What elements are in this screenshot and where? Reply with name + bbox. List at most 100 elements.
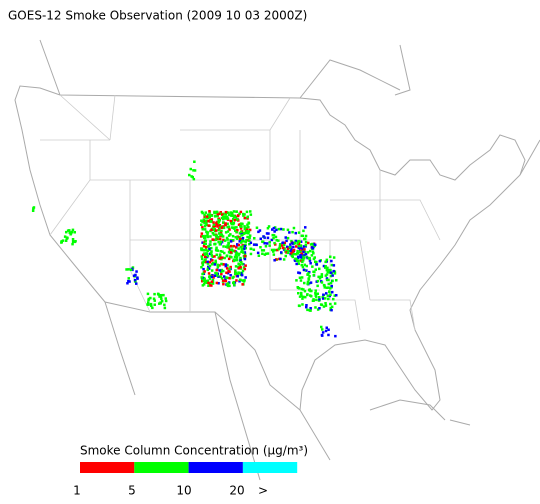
smoke-pixel [246, 215, 249, 218]
smoke-pixel [164, 299, 168, 303]
smoke-pixel [246, 235, 249, 239]
smoke-pixel [212, 221, 215, 224]
smoke-pixel [211, 278, 215, 282]
smoke-pixel [203, 270, 206, 273]
smoke-pixel [214, 214, 218, 218]
smoke-pixel [297, 259, 300, 263]
smoke-pixel [204, 211, 207, 214]
smoke-pixel [245, 239, 248, 242]
smoke-pixel [283, 241, 286, 245]
smoke-pixel [233, 259, 236, 262]
smoke-pixel [307, 278, 311, 281]
smoke-pixel [229, 219, 232, 223]
smoke-pixel [327, 269, 330, 272]
smoke-pixel [193, 169, 197, 172]
smoke-pixel [217, 232, 221, 235]
smoke-pixel [204, 234, 207, 238]
smoke-pixel [316, 284, 319, 288]
smoke-pixel [208, 213, 212, 217]
smoke-pixel [291, 255, 294, 259]
smoke-pixel [207, 272, 211, 275]
smoke-pixel [265, 232, 269, 235]
smoke-pixel [215, 222, 218, 226]
smoke-pixel [304, 237, 307, 241]
smoke-pixel [324, 329, 328, 333]
smoke-pixel [147, 298, 150, 302]
smoke-pixel [71, 238, 75, 241]
smoke-pixel [324, 304, 328, 307]
smoke-pixel [330, 284, 333, 288]
smoke-pixel [311, 247, 315, 250]
smoke-pixel [240, 241, 243, 244]
smoke-pixel [326, 294, 330, 297]
smoke-pixel [285, 249, 289, 253]
smoke-pixel [248, 239, 251, 243]
smoke-pixel [216, 263, 219, 267]
smoke-pixel [292, 252, 295, 256]
smoke-pixel [241, 249, 244, 252]
smoke-pixel [272, 248, 276, 252]
smoke-pixel [222, 279, 225, 282]
smoke-pixel [71, 242, 74, 246]
smoke-pixel [302, 254, 305, 257]
smoke-pixel [227, 242, 230, 245]
caribbean [369, 399, 471, 426]
smoke-pixel [324, 260, 327, 264]
smoke-pixel [218, 243, 222, 246]
smoke-pixel [227, 282, 230, 285]
smoke-pixel [329, 274, 333, 278]
smoke-pixel [215, 253, 218, 256]
smoke-pixel [301, 297, 304, 300]
smoke-pixel [216, 210, 219, 214]
smoke-pixel [146, 292, 150, 296]
smoke-pixel [233, 218, 237, 222]
smoke-pixel [330, 263, 334, 267]
smoke-pixel [243, 247, 246, 251]
smoke-pixel [207, 245, 210, 248]
smoke-pixel [201, 241, 204, 244]
smoke-pixel [314, 260, 317, 263]
smoke-pixel [228, 250, 231, 253]
smoke-pixel [226, 264, 229, 267]
legend-title: Smoke Column Concentration (μg/m³) [80, 444, 308, 458]
smoke-pixel [220, 270, 223, 273]
smoke-pixel [249, 252, 253, 256]
smoke-pixel [229, 211, 233, 214]
smoke-pixel [282, 246, 285, 250]
smoke-pixel [234, 272, 237, 276]
smoke-pixel [205, 222, 208, 225]
smoke-pixel [262, 235, 265, 238]
smoke-pixel [297, 255, 300, 259]
smoke-pixel [158, 295, 161, 298]
smoke-pixel [210, 251, 213, 255]
smoke-pixel [270, 248, 274, 252]
smoke-pixel [153, 299, 156, 302]
smoke-pixel [247, 222, 251, 225]
smoke-pixel [303, 289, 307, 293]
smoke-pixel [219, 250, 222, 253]
smoke-pixel [206, 219, 209, 223]
smoke-pixel [213, 238, 216, 242]
smoke-pixel [222, 275, 226, 278]
smoke-pixel [229, 265, 232, 269]
smoke-pixel [308, 275, 311, 278]
smoke-pixel [300, 287, 304, 291]
smoke-pixel [201, 228, 204, 231]
smoke-pixel [224, 222, 227, 225]
smoke-pixel [333, 302, 337, 305]
smoke-pixel [204, 219, 208, 222]
smoke-pixel [305, 304, 308, 307]
smoke-pixel [300, 294, 303, 298]
smoke-pixel [238, 278, 242, 281]
smoke-pixel [318, 267, 321, 271]
smoke-pixel [286, 245, 289, 249]
smoke-pixel [221, 213, 224, 216]
smoke-pixel [323, 286, 326, 289]
smoke-pixel [149, 302, 153, 306]
smoke-pixel [299, 254, 302, 257]
smoke-pixel [295, 262, 298, 266]
smoke-pixel [234, 269, 237, 272]
smoke-pixel [302, 268, 306, 272]
smoke-pixel [227, 225, 231, 228]
smoke-pixel [308, 270, 311, 274]
